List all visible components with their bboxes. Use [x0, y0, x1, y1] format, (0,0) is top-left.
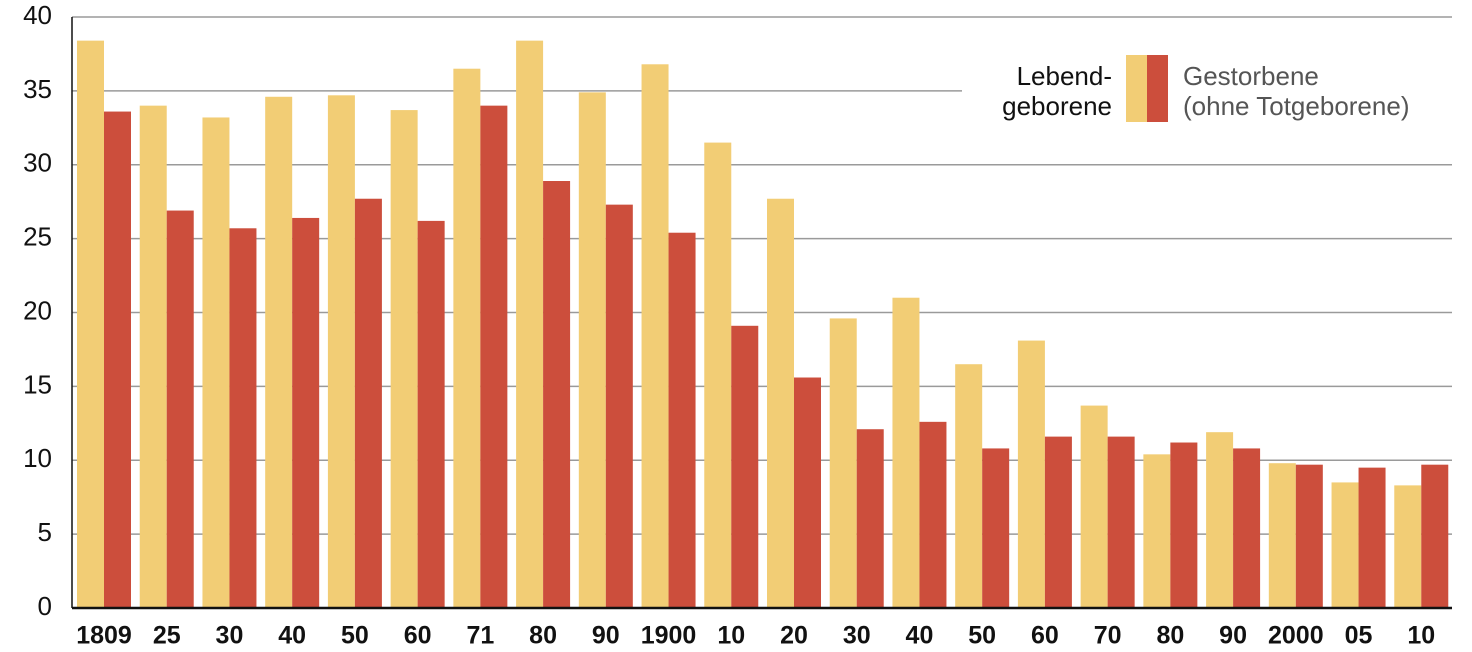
y-tick-label: 15	[23, 369, 52, 399]
y-tick-label: 35	[23, 74, 52, 104]
bar	[1268, 463, 1296, 608]
bar	[292, 217, 320, 608]
bar	[104, 111, 131, 608]
bar	[265, 96, 293, 608]
x-tick-label: 10	[717, 622, 745, 650]
x-tick-label: 90	[592, 622, 620, 650]
y-tick-label: 30	[23, 148, 52, 178]
bar	[516, 40, 544, 608]
x-tick-label: 80	[529, 622, 557, 650]
y-tick-label: 10	[23, 443, 52, 473]
bar	[202, 117, 230, 608]
bar	[1017, 340, 1045, 608]
x-tick-label: 30	[843, 622, 871, 650]
bar	[856, 429, 884, 608]
bar	[417, 220, 445, 608]
bar	[1394, 485, 1422, 608]
bar	[480, 105, 508, 609]
bar	[543, 181, 571, 608]
y-tick-label: 25	[23, 222, 52, 252]
legend-swatch	[1126, 55, 1147, 122]
x-tick-label: 1809	[76, 622, 132, 650]
bar	[1295, 464, 1323, 608]
bar	[704, 142, 732, 608]
bar	[327, 95, 355, 609]
bar	[919, 421, 947, 608]
y-tick-label: 0	[38, 591, 52, 621]
x-tick-label: 05	[1345, 622, 1373, 650]
bar	[578, 92, 606, 609]
bar	[605, 204, 633, 608]
x-tick-label: 60	[1031, 622, 1059, 650]
bar	[1170, 442, 1198, 608]
x-tick-label: 40	[278, 622, 306, 650]
bar	[892, 297, 920, 608]
bar	[668, 232, 696, 608]
bar	[641, 64, 669, 608]
bar	[794, 377, 821, 608]
bar	[1143, 454, 1171, 608]
bar	[982, 448, 1010, 608]
x-tick-label: 60	[404, 622, 432, 650]
x-tick-label: 71	[466, 622, 494, 650]
bar	[354, 198, 382, 609]
x-tick-label: 70	[1094, 622, 1122, 650]
x-tick-label: 50	[968, 622, 996, 650]
legend-swatch	[1147, 55, 1168, 122]
x-tick-label: 10	[1407, 622, 1435, 650]
bar	[829, 318, 857, 608]
x-tick-label: 1900	[641, 622, 697, 650]
x-tick-label: 30	[216, 622, 244, 650]
legend-label: Gestorbene (ohne Totgeborene)	[1183, 61, 1409, 121]
bar	[1107, 436, 1135, 608]
legend-label: Lebend-geborene	[1002, 61, 1112, 121]
x-tick-label: 40	[906, 622, 934, 650]
legend-background	[962, 50, 1467, 130]
x-tick-label: 80	[1156, 622, 1184, 650]
bar	[1206, 432, 1234, 608]
bar	[1331, 482, 1359, 608]
y-tick-label: 20	[23, 295, 52, 325]
bar	[139, 105, 167, 609]
y-tick-label: 40	[23, 0, 52, 30]
y-tick-label: 5	[38, 517, 52, 547]
x-tick-label: 20	[780, 622, 808, 650]
bar	[166, 210, 194, 609]
x-tick-label: 90	[1219, 622, 1247, 650]
bar	[1044, 436, 1072, 608]
bar	[955, 364, 983, 608]
bar	[1421, 464, 1449, 608]
bar	[1358, 467, 1386, 608]
bar	[767, 198, 794, 609]
bar	[453, 68, 481, 608]
x-tick-label: 50	[341, 622, 369, 650]
x-tick-label: 2000	[1268, 622, 1324, 650]
bar	[1080, 405, 1108, 608]
bar	[229, 228, 257, 608]
bar	[390, 110, 418, 609]
bar	[1233, 448, 1261, 608]
x-tick-label: 25	[153, 622, 181, 650]
bar	[731, 325, 759, 608]
bar	[77, 40, 104, 608]
